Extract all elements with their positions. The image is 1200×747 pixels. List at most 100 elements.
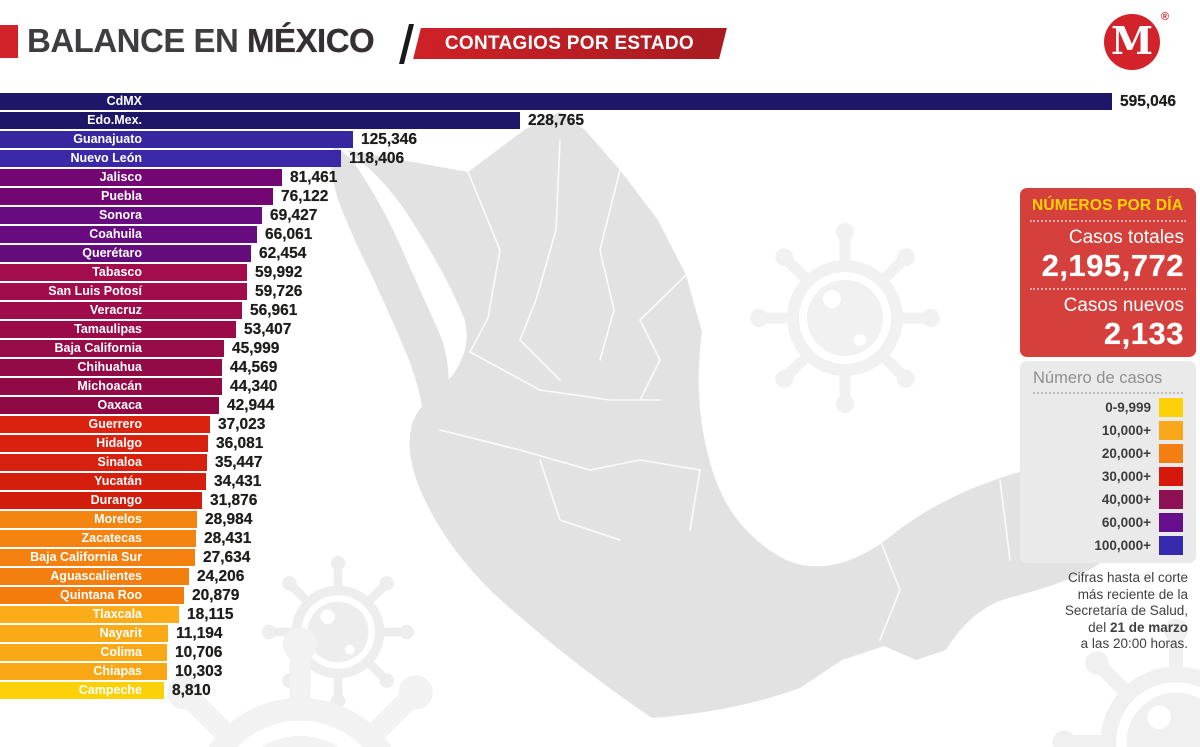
bar: Morelos	[0, 511, 197, 528]
bar-chart: CdMX 595,046 Edo.Mex. 228,765 Guanajuato 125,…	[0, 93, 1200, 703]
bar: Quintana Roo	[0, 587, 184, 604]
bar-row: Puebla 76,122	[0, 188, 1200, 207]
bar-state-label: Chiapas	[93, 664, 142, 678]
bar-value-label: 56,961	[250, 302, 298, 319]
bar-row: Campeche 8,810	[0, 682, 1200, 701]
bar-row: Sinaloa 35,447	[0, 454, 1200, 473]
bar: Aguascalientes	[0, 568, 189, 585]
bar-value-label: 31,876	[210, 492, 258, 509]
bar-value-label: 59,726	[255, 283, 303, 300]
logo-letter: M	[1110, 18, 1154, 63]
dotted-divider	[1030, 288, 1186, 290]
bar-state-label: Michoacán	[77, 379, 142, 393]
footnote-line: más reciente de la	[1077, 586, 1188, 602]
bar-row: Guanajuato 125,346	[0, 131, 1200, 150]
bar-value-label: 62,454	[259, 245, 307, 262]
bar-value-label: 10,706	[175, 644, 223, 661]
bar-row: Sonora 69,427	[0, 207, 1200, 226]
bar-state-label: Puebla	[101, 189, 142, 203]
bar-row: Baja California Sur 27,634	[0, 549, 1200, 568]
bar-row: Coahuila 66,061	[0, 226, 1200, 245]
bar-state-label: Jalisco	[99, 170, 142, 184]
bar: Durango	[0, 492, 202, 509]
bar-value-label: 69,427	[270, 207, 318, 224]
legend-item: 20,000+	[1033, 442, 1183, 465]
bar-row: Yucatán 34,431	[0, 473, 1200, 492]
bar-value-label: 595,046	[1120, 93, 1177, 110]
bar-row: Tabasco 59,992	[0, 264, 1200, 283]
bar-row: Jalisco 81,461	[0, 169, 1200, 188]
bar-row: Chiapas 10,303	[0, 663, 1200, 682]
bar-row: Colima 10,706	[0, 644, 1200, 663]
legend-item-label: 0-9,999	[1105, 400, 1151, 415]
footnote-line: a las 20:00 horas.	[1080, 636, 1188, 651]
bar-row: Hidalgo 36,081	[0, 435, 1200, 454]
bar-state-label: Edo.Mex.	[87, 113, 142, 127]
legend-color-swatch	[1159, 513, 1183, 532]
bar-state-label: Morelos	[94, 512, 142, 526]
bar: Querétaro	[0, 245, 251, 262]
bar-value-label: 37,023	[218, 416, 266, 433]
bar-row: Querétaro 62,454	[0, 245, 1200, 264]
bar-state-label: San Luis Potosí	[48, 284, 142, 298]
bar: San Luis Potosí	[0, 283, 247, 300]
bar-row: Veracruz 56,961	[0, 302, 1200, 321]
subtitle-label: CONTAGIOS POR ESTADO	[445, 32, 695, 54]
bar-state-label: Querétaro	[82, 246, 142, 260]
bar-row: Durango 31,876	[0, 492, 1200, 511]
legend-item: 30,000+	[1033, 465, 1183, 488]
bar-state-label: Veracruz	[89, 303, 142, 317]
bar: Guerrero	[0, 416, 210, 433]
new-cases-label: Casos nuevos	[1063, 295, 1184, 316]
bar: Tabasco	[0, 264, 247, 281]
bar: Chihuahua	[0, 359, 222, 376]
bar-value-label: 59,992	[255, 264, 303, 281]
bar-row: Michoacán 44,340	[0, 378, 1200, 397]
bar: Nuevo León	[0, 150, 341, 167]
bar-row: Guerrero 37,023	[0, 416, 1200, 435]
footnote-line: Cifras hasta el corte	[1067, 570, 1188, 585]
bar-row: Tamaulipas 53,407	[0, 321, 1200, 340]
bar-row: Baja California 45,999	[0, 340, 1200, 359]
bar: Coahuila	[0, 226, 257, 243]
bar-row: CdMX 595,046	[0, 93, 1200, 112]
legend-item-label: 20,000+	[1101, 446, 1151, 461]
footnote-line: del 21 de marzo	[1088, 619, 1188, 635]
bar-row: Morelos 28,984	[0, 511, 1200, 530]
footnote-line: Secretaría de Salud,	[1064, 603, 1188, 618]
bar-row: Aguascalientes 24,206	[0, 568, 1200, 587]
bar: Yucatán	[0, 473, 206, 490]
bar: Hidalgo	[0, 435, 208, 452]
bar-row: Zacatecas 28,431	[0, 530, 1200, 549]
new-cases-value: 2,133	[1103, 316, 1184, 351]
bar-state-label: Quintana Roo	[60, 588, 142, 602]
bar-row: Nuevo León 118,406	[0, 150, 1200, 169]
bar-value-label: 66,061	[265, 226, 313, 243]
bar-value-label: 44,569	[230, 359, 278, 376]
bar: Veracruz	[0, 302, 242, 319]
total-cases-value: 2,195,772	[1041, 248, 1184, 283]
bar-row: Quintana Roo 20,879	[0, 587, 1200, 606]
bar: Sinaloa	[0, 454, 207, 471]
bar-value-label: 27,634	[203, 549, 251, 566]
legend-item: 10,000+	[1033, 419, 1183, 442]
bar-state-label: Durango	[90, 493, 142, 507]
bar: Tamaulipas	[0, 321, 236, 338]
mexico-map	[330, 112, 1136, 718]
legend-color-swatch	[1159, 421, 1183, 440]
bar-state-label: Baja California	[54, 341, 142, 355]
bar-row: San Luis Potosí 59,726	[0, 283, 1200, 302]
bar-state-label: CdMX	[106, 94, 142, 108]
bar: Nayarit	[0, 625, 168, 642]
bar-state-label: Campeche	[78, 683, 142, 697]
bar: Puebla	[0, 188, 273, 205]
bar-value-label: 45,999	[232, 340, 280, 357]
bar-state-label: Sonora	[98, 208, 142, 222]
bar: CdMX	[0, 93, 1112, 110]
bar: Baja California	[0, 340, 224, 357]
bar-value-label: 36,081	[216, 435, 264, 452]
page-title: BALANCE EN MÉXICO	[27, 22, 375, 60]
legend-color-swatch	[1159, 444, 1183, 463]
legend-color-swatch	[1159, 398, 1183, 417]
